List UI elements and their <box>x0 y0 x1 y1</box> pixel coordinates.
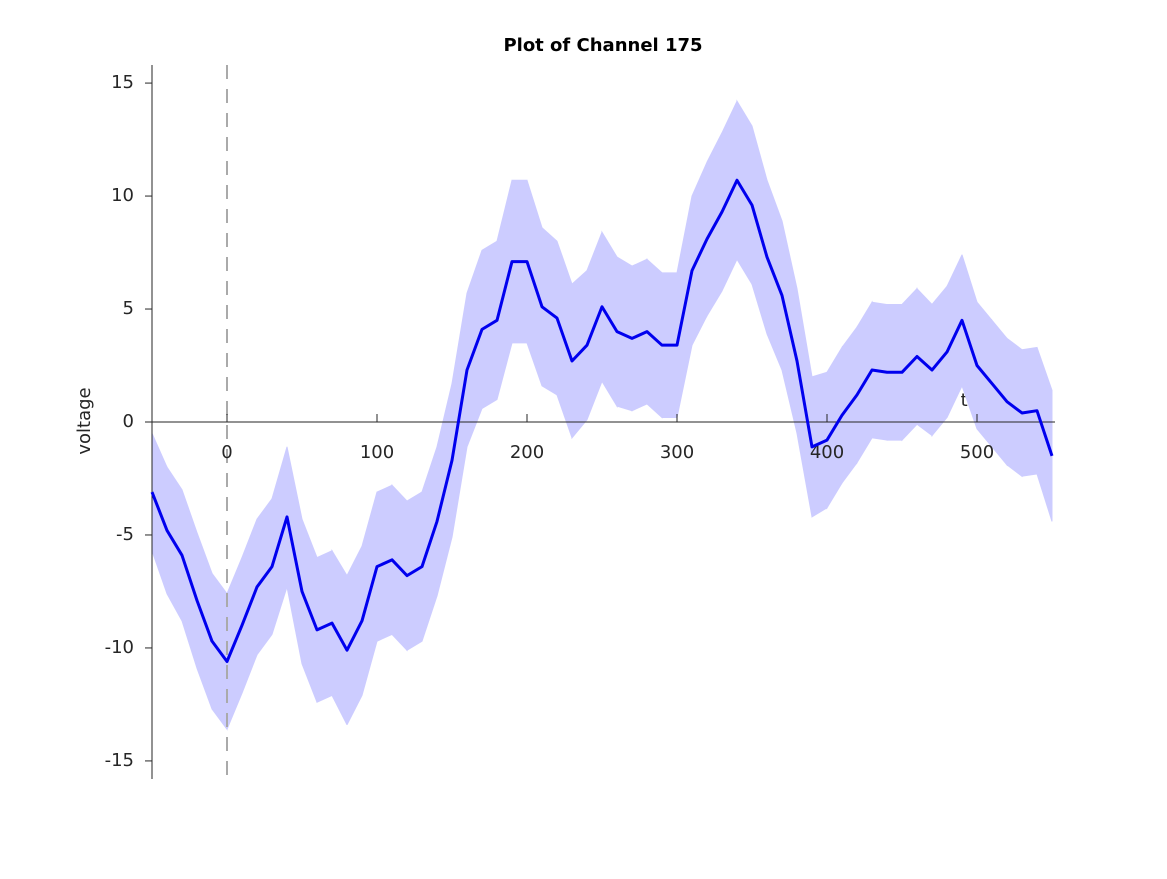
y-tick-label: -10 <box>105 637 134 658</box>
x-tick-label: 200 <box>510 442 544 463</box>
y-tick-label: 5 <box>123 298 134 319</box>
x-tick-label: 400 <box>810 442 844 463</box>
mean-line <box>150 178 1054 664</box>
x-tick-label: 0 <box>221 442 232 463</box>
y-tick-label: -15 <box>105 750 134 771</box>
y-tick-label: 10 <box>111 185 134 206</box>
y-tick-label: 0 <box>123 411 134 432</box>
x-tick-label: 500 <box>960 442 994 463</box>
y-axis-label: voltage <box>74 387 95 454</box>
y-tick-label: 15 <box>111 72 134 93</box>
chart-title: Plot of Channel 175 <box>503 35 702 56</box>
x-tick-label: 300 <box>660 442 694 463</box>
y-tick-label: -5 <box>116 524 134 545</box>
x-tick-label: 100 <box>360 442 394 463</box>
